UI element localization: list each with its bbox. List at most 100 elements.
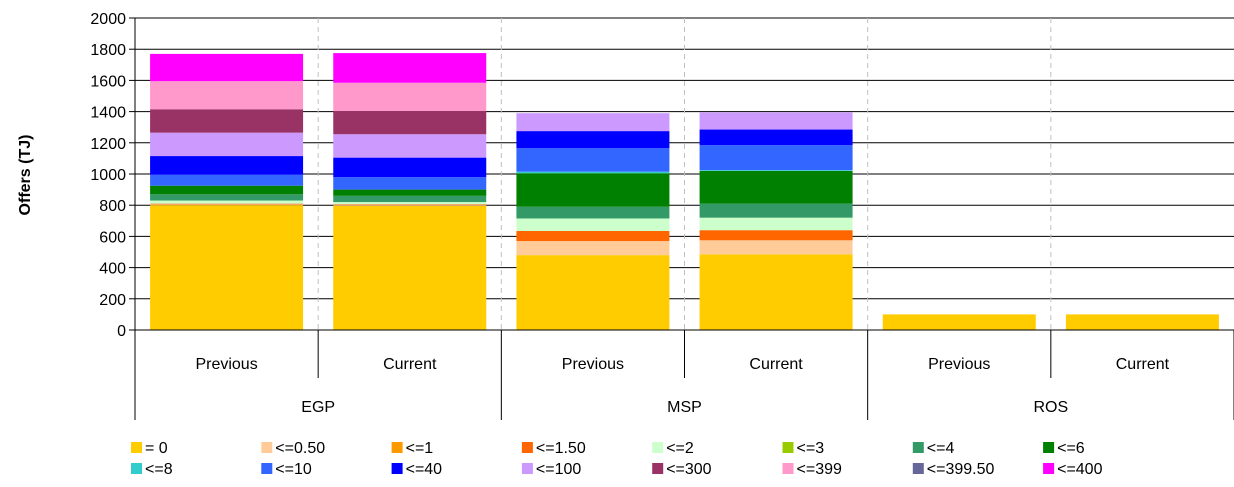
bar-segment	[333, 196, 486, 202]
y-tick-label: 2000	[90, 11, 126, 28]
legend-label: <=400	[1057, 461, 1102, 478]
bar-segment	[150, 201, 303, 204]
legend-swatch	[522, 463, 533, 474]
legend-label: = 0	[145, 440, 168, 457]
x-category-label: Current	[383, 356, 437, 373]
x-category-label: Previous	[562, 356, 624, 373]
bar-segment	[150, 205, 303, 330]
bar-segment	[150, 81, 303, 109]
legend-swatch	[913, 442, 924, 453]
bar-segment	[700, 130, 853, 146]
legend-label: <=0.50	[275, 440, 325, 457]
legend-item: <=3	[783, 440, 825, 457]
bar-segment	[333, 190, 486, 196]
bar-segment	[516, 207, 669, 219]
legend-swatch	[783, 463, 794, 474]
bar-segment	[333, 205, 486, 206]
bar-segment	[700, 218, 853, 230]
legend-item: <=399	[783, 461, 842, 478]
x-category-label: Previous	[195, 356, 257, 373]
bar-segment	[700, 230, 853, 240]
bar-segment	[150, 186, 303, 195]
bar-segment	[150, 54, 303, 81]
legend-swatch	[1043, 463, 1054, 474]
legend-label: <=3	[797, 440, 825, 457]
legend-label: <=40	[406, 461, 443, 478]
bar-segment	[333, 158, 486, 178]
x-group-label: MSP	[667, 399, 702, 416]
legend-swatch	[522, 442, 533, 453]
legend-item: <=1.50	[522, 440, 586, 457]
legend-item: <=400	[1043, 461, 1102, 478]
bar-segment	[333, 83, 486, 111]
bar-segment	[516, 172, 669, 174]
legend-swatch	[1043, 442, 1054, 453]
legend-label: <=8	[145, 461, 173, 478]
legend-item: = 0	[131, 440, 168, 457]
bar-segment	[333, 177, 486, 189]
legend-swatch	[652, 442, 663, 453]
bar-segment	[700, 171, 853, 204]
legend-item: <=399.50	[913, 461, 995, 478]
bar-segment	[516, 231, 669, 241]
bar-segment	[516, 173, 669, 207]
legend-swatch	[913, 463, 924, 474]
bar-segment	[700, 204, 853, 218]
legend-item: <=100	[522, 461, 581, 478]
bar-segment	[150, 133, 303, 156]
legend-swatch	[261, 463, 272, 474]
bar-segment	[150, 109, 303, 132]
legend-item: <=8	[131, 461, 173, 478]
legend-item: <=0.50	[261, 440, 325, 457]
legend-item: <=2	[652, 440, 694, 457]
legend-label: <=1.50	[536, 440, 586, 457]
legend-label: <=2	[666, 440, 694, 457]
bar-segment	[333, 134, 486, 157]
legend-label: <=4	[927, 440, 955, 457]
bar-segment	[700, 112, 853, 129]
bar-segment	[150, 204, 303, 205]
bar-segment	[333, 202, 486, 204]
legend-label: <=300	[666, 461, 711, 478]
legend-label: <=6	[1057, 440, 1085, 457]
legend-label: <=399	[797, 461, 842, 478]
x-category-label: Previous	[928, 356, 990, 373]
legend-swatch	[131, 463, 142, 474]
y-tick-label: 800	[99, 198, 126, 215]
y-tick-label: 1200	[90, 136, 126, 153]
legend-swatch	[131, 442, 142, 453]
y-tick-label: 1600	[90, 73, 126, 90]
legend-item: <=300	[652, 461, 711, 478]
bar-segment	[333, 206, 486, 330]
bar-segment	[516, 148, 669, 171]
bar-segment	[516, 255, 669, 330]
bar-segment	[516, 218, 669, 230]
bar-segment	[516, 241, 669, 255]
legend-item: <=1	[392, 440, 434, 457]
bar-segment	[1066, 314, 1219, 330]
bar-segment	[150, 204, 303, 205]
bar-segment	[516, 113, 669, 131]
x-group-label: EGP	[301, 399, 335, 416]
legend-swatch	[392, 463, 403, 474]
legend-swatch	[261, 442, 272, 453]
bar-segment	[150, 194, 303, 200]
x-category-label: Current	[749, 356, 803, 373]
bar-segment	[333, 53, 486, 83]
legend-label: <=10	[275, 461, 312, 478]
legend-label: <=100	[536, 461, 581, 478]
legend-swatch	[783, 442, 794, 453]
y-tick-label: 1400	[90, 105, 126, 122]
legend-label: <=399.50	[927, 461, 995, 478]
bar-segment	[150, 175, 303, 186]
bar-segment	[333, 111, 486, 134]
legend-label: <=1	[406, 440, 434, 457]
bar-segment	[333, 204, 486, 205]
legend-swatch	[392, 442, 403, 453]
y-tick-label: 400	[99, 261, 126, 278]
y-tick-label: 0	[117, 323, 126, 340]
y-tick-label: 1000	[90, 167, 126, 184]
bar-segment	[516, 131, 669, 148]
legend-item: <=4	[913, 440, 955, 457]
